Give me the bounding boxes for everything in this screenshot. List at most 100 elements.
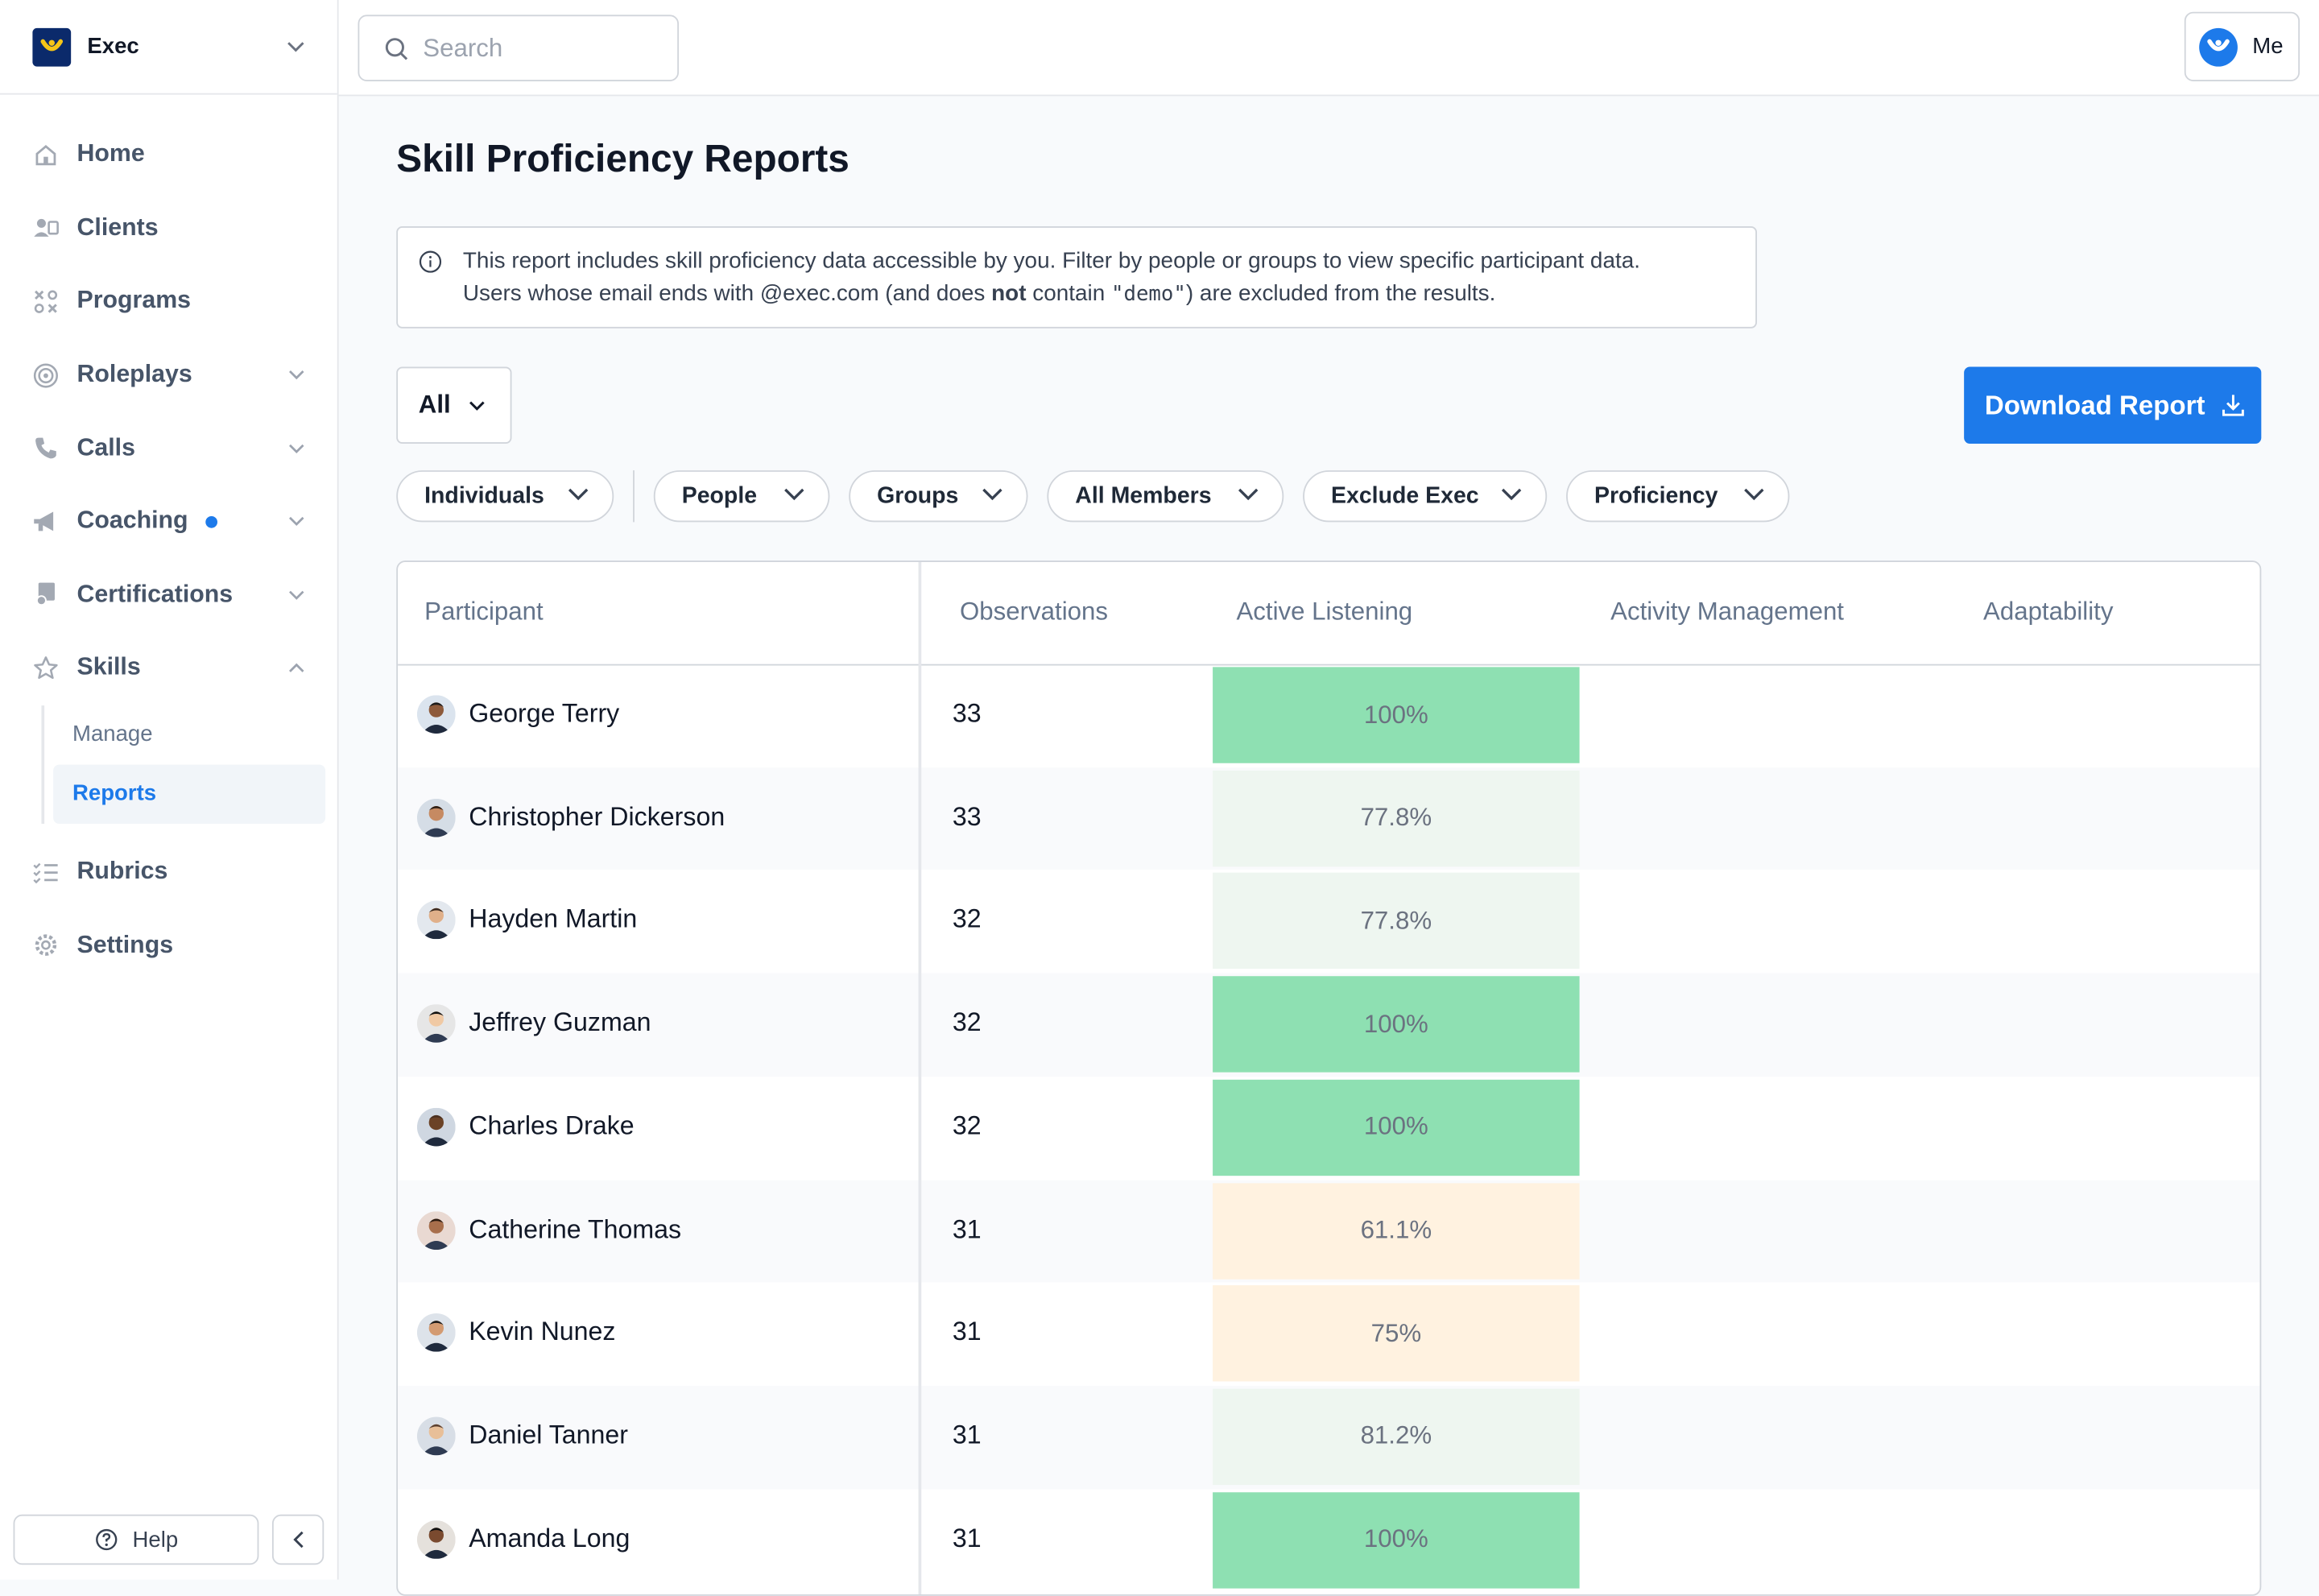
avatar (2199, 27, 2238, 66)
chevron-left-icon (292, 1531, 303, 1548)
active-listening-cell: 100% (1213, 1079, 1580, 1176)
help-label: Help (132, 1527, 179, 1553)
filter-label: Groups (877, 482, 959, 508)
sidebar-item-calls[interactable]: Calls (0, 411, 337, 485)
active-listening-cell: 77.8% (1213, 770, 1580, 866)
participant-name: Catherine Thomas (469, 1214, 682, 1243)
sidebar-item-clients[interactable]: Clients (0, 192, 337, 265)
active-listening-cell: 61.1% (1213, 1182, 1580, 1279)
active-listening-cell: 100% (1213, 1491, 1580, 1588)
download-report-button[interactable]: Download Report (1964, 366, 2262, 444)
participant-name: Jeffrey Guzman (469, 1007, 651, 1037)
column-header-adaptability[interactable]: Adaptability (1983, 597, 2114, 626)
target-icon (32, 362, 59, 388)
activity-management-cell (1585, 667, 1953, 763)
sidebar-item-coaching[interactable]: Coaching (0, 485, 337, 558)
programs-icon (32, 288, 59, 315)
sidebar-item-label: Coaching (77, 507, 289, 535)
participant-name: Charles Drake (469, 1110, 635, 1140)
scope-select-value: All (418, 390, 451, 419)
search-input[interactable]: Search (358, 14, 680, 82)
chevron-down-icon (784, 488, 804, 501)
table-row[interactable]: Catherine Thomas 31 61.1% (398, 1179, 2260, 1283)
observations-value: 33 (952, 800, 982, 831)
sidebar-item-roleplays[interactable]: Roleplays (0, 338, 337, 411)
download-label: Download Report (1984, 389, 2205, 420)
active-listening-cell: 81.2% (1213, 1388, 1580, 1485)
filter-label: Proficiency (1594, 482, 1718, 508)
activity-management-cell (1585, 976, 1953, 1072)
table-row[interactable]: Kevin Nunez 31 75% (398, 1283, 2259, 1386)
avatar (416, 1520, 456, 1559)
filter-proficiency[interactable]: Proficiency (1566, 470, 1790, 523)
table-row[interactable]: Christopher Dickerson 33 77.8% (398, 767, 2260, 870)
participant-name: Kevin Nunez (469, 1317, 616, 1346)
filter-groups[interactable]: Groups (849, 470, 1028, 523)
column-header-activity-management[interactable]: Activity Management (1610, 597, 1844, 626)
table-row[interactable]: Daniel Tanner 31 81.2% (398, 1385, 2260, 1489)
sidebar-item-programs[interactable]: Programs (0, 265, 337, 338)
sidebar-item-rubrics[interactable]: Rubrics (0, 835, 337, 908)
sidebar-item-label: Certifications (76, 581, 234, 608)
table-row[interactable]: Jeffrey Guzman 32 100% (398, 973, 2260, 1077)
avatar (416, 901, 456, 941)
table-row[interactable]: Hayden Martin 32 77.8% (398, 870, 2259, 974)
sidebar-subitem-manage[interactable]: Manage (72, 722, 153, 747)
adaptability-cell (1958, 770, 2260, 866)
adaptability-cell (1958, 667, 2260, 763)
adaptability-cell (1958, 1079, 2260, 1175)
observations-value: 32 (952, 903, 982, 934)
participant-name: Hayden Martin (469, 903, 638, 934)
star-icon (32, 655, 59, 682)
filter-label: People (681, 482, 758, 508)
column-divider (918, 561, 922, 1594)
adaptability-cell (1958, 976, 2260, 1072)
collapse-sidebar-button[interactable] (271, 1514, 324, 1565)
table-row[interactable]: George Terry 33 100% (398, 664, 2260, 767)
chevron-down-icon (1744, 488, 1764, 501)
notification-dot (205, 516, 218, 529)
adaptability-cell (1958, 1182, 2260, 1278)
filter-label: Exclude Exec (1331, 482, 1479, 508)
filter-individuals[interactable]: Individuals (396, 470, 614, 523)
chevron-down-icon (469, 400, 485, 411)
activity-management-cell (1585, 873, 1953, 969)
scope-select[interactable]: All (396, 366, 512, 444)
home-icon (32, 142, 59, 168)
workspace-switcher[interactable]: Exec (0, 0, 337, 95)
sidebar-item-label: Rubrics (76, 858, 168, 885)
avatar (416, 1107, 456, 1147)
sidebar-item-home[interactable]: Home (0, 118, 337, 192)
column-header-active-listening[interactable]: Active Listening (1236, 597, 1413, 626)
sidebar-item-settings[interactable]: Settings (0, 908, 337, 982)
table-row[interactable]: Amanda Long 31 100% (398, 1489, 2259, 1592)
column-header-observations[interactable]: Observations (960, 597, 1109, 626)
activity-management-cell (1585, 1285, 1953, 1381)
filter-people[interactable]: People (653, 470, 830, 523)
search-icon (385, 37, 408, 60)
avatar (416, 1004, 456, 1044)
observations-value: 31 (952, 1523, 982, 1553)
megaphone-icon (32, 508, 59, 535)
table-row[interactable]: Charles Drake 32 100% (398, 1077, 2260, 1180)
user-menu-button[interactable]: Me (2184, 11, 2300, 82)
sidebar-item-skills[interactable]: Skills (0, 632, 337, 705)
sidebar-subitem-reports[interactable]: Reports (53, 764, 326, 824)
skills-submenu: Manage Reports (41, 705, 337, 824)
chevron-down-icon (288, 443, 304, 453)
active-listening-cell: 75% (1213, 1285, 1580, 1382)
observations-value: 32 (952, 1007, 982, 1037)
activity-management-cell (1585, 1182, 1953, 1278)
filter-all-members[interactable]: All Members (1047, 470, 1284, 523)
help-button[interactable]: Help (13, 1514, 259, 1565)
search-placeholder: Search (423, 33, 503, 62)
column-header-participant[interactable]: Participant (424, 597, 544, 626)
sidebar-item-certifications[interactable]: Certifications (0, 558, 337, 631)
avatar (416, 798, 456, 837)
sidebar-item-label: Calls (76, 434, 135, 461)
banner-line-1: This report includes skill proficiency d… (462, 248, 1640, 274)
phone-icon (32, 435, 59, 461)
active-listening-cell: 77.8% (1213, 873, 1580, 970)
filter-exclude-exec[interactable]: Exclude Exec (1303, 470, 1548, 523)
gear-icon (32, 932, 59, 958)
